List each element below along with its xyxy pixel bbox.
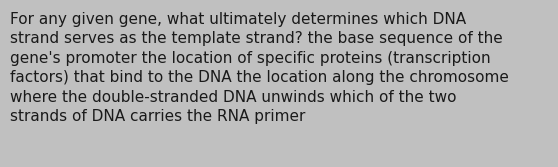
Text: For any given gene, what ultimately determines which DNA
strand serves as the te: For any given gene, what ultimately dete… [10,12,509,124]
